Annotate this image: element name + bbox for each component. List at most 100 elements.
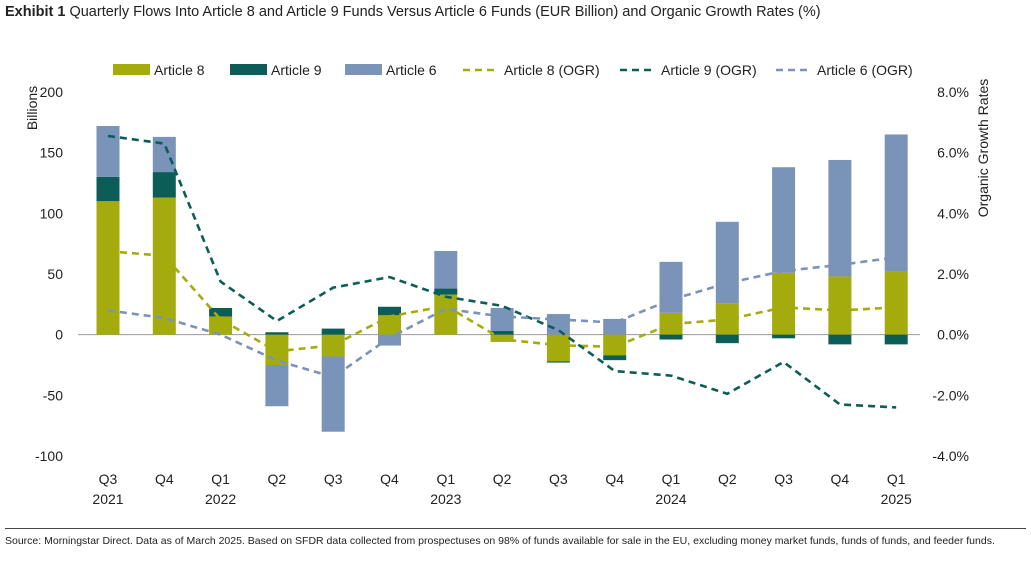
bar-article-6-10: [659, 261, 683, 313]
bar-article-9-1: [152, 172, 176, 198]
y-tick-label: -50: [43, 387, 63, 403]
bar-article-8-10: [659, 312, 683, 335]
bar-article-9-5: [378, 306, 401, 316]
x-tick-label: Q1: [211, 471, 230, 487]
chart-title-text: Quarterly Flows Into Article 8 and Artic…: [69, 4, 821, 20]
right-axis: -4.0% -2.0% 0.0% 2.0% 4.0% 6.0% 8.0%: [932, 84, 969, 464]
bar-article-8-5: [378, 315, 401, 335]
x-tick-label: Q3: [99, 471, 118, 487]
x-tick-label: Q1: [887, 471, 906, 487]
bar-article-9-0: [96, 176, 120, 202]
y2-tick-label: 6.0%: [937, 145, 969, 161]
x-tick-label: Q3: [549, 471, 568, 487]
legend: Article 8 Article 9 Article 6 Article 8 (OG…: [113, 62, 913, 78]
bar-article-9-4: [321, 328, 345, 335]
y2-tick-label: 0.0%: [937, 327, 969, 343]
bar-article-8-9: [603, 334, 627, 356]
x-year-label: 2022: [205, 491, 236, 507]
y2-tick-label: -2.0%: [932, 387, 969, 403]
bar-article-6-8: [546, 314, 570, 335]
x-tick-label: Q4: [155, 471, 174, 487]
x-tick-label: Q3: [774, 471, 793, 487]
bar-article-6-11: [715, 221, 739, 304]
bars-layer: [96, 125, 908, 432]
x-year-label: 2025: [881, 491, 912, 507]
left-axis: -100 -50 0 50 100 150 200: [35, 84, 63, 464]
bar-article-8-4: [321, 334, 345, 357]
y-tick-label: -100: [35, 448, 63, 464]
y2-axis-label: Organic Growth Rates: [975, 79, 991, 218]
bar-article-9-13: [828, 334, 852, 345]
x-tick-label: Q3: [324, 471, 343, 487]
bar-article-8-12: [772, 272, 796, 335]
bar-article-8-1: [152, 197, 176, 335]
legend-swatch-article-9: [230, 64, 267, 75]
x-tick-label: Q2: [493, 471, 512, 487]
line-article-8-ogr: [107, 249, 897, 353]
bar-article-9-6: [434, 288, 458, 295]
bar-article-9-11: [715, 334, 739, 344]
y-tick-label: 100: [40, 205, 64, 221]
x-tick-label: Q4: [605, 471, 624, 487]
line-article-9-ogr: [107, 134, 897, 409]
x-year-label: 2024: [655, 491, 686, 507]
bar-article-6-0: [96, 125, 120, 177]
x-tick-label: Q2: [718, 471, 737, 487]
x-tick-label: Q4: [380, 471, 399, 487]
bar-article-6-4: [321, 356, 345, 432]
legend-label-article-6: Article 6: [386, 62, 437, 78]
bar-article-6-5: [378, 334, 401, 346]
y-tick-label: 150: [40, 145, 64, 161]
legend-label-article-8: Article 8: [154, 62, 205, 78]
y-axis-label: Billions: [24, 86, 40, 130]
bar-article-6-6: [434, 250, 458, 289]
bar-article-8-8: [546, 334, 570, 362]
y2-tick-label: 2.0%: [937, 266, 969, 282]
bar-article-9-2: [209, 307, 233, 317]
x-tick-label: Q2: [268, 471, 287, 487]
source-divider: [5, 528, 1026, 529]
bar-article-9-7: [490, 331, 514, 335]
source-note: Source: Morningstar Direct. Data as of M…: [5, 535, 995, 547]
exhibit-label: Exhibit 1: [5, 4, 66, 20]
y2-tick-label: 4.0%: [937, 205, 969, 221]
legend-label-article-6-ogr: Article 6 (OGR): [817, 62, 913, 78]
bar-article-9-12: [772, 334, 796, 339]
bar-article-9-8: [546, 361, 570, 363]
bar-article-9-10: [659, 334, 683, 340]
line-article-6-ogr: [107, 256, 897, 379]
y2-tick-label: -4.0%: [932, 448, 969, 464]
bar-article-8-3: [265, 334, 289, 365]
bar-article-6-1: [152, 136, 176, 173]
bar-article-6-14: [884, 134, 908, 272]
bar-article-6-12: [772, 167, 796, 273]
bar-article-6-7: [490, 307, 514, 332]
legend-swatch-article-6: [345, 64, 382, 75]
legend-label-article-9-ogr: Article 9 (OGR): [661, 62, 757, 78]
bar-article-8-2: [209, 316, 233, 335]
flows-chart: -100 -50 0 50 100 150 200 -4.0% -2.0% 0.0% 2.0% 4.…: [24, 62, 991, 507]
bar-article-8-11: [715, 303, 739, 335]
y-tick-label: 200: [40, 84, 64, 100]
x-year-label: 2023: [430, 491, 461, 507]
bar-article-8-0: [96, 201, 120, 335]
y-tick-label: 50: [47, 266, 63, 282]
x-tick-label: Q4: [831, 471, 850, 487]
bar-article-8-13: [828, 276, 852, 335]
y-tick-label: 0: [55, 327, 63, 343]
legend-label-article-8-ogr: Article 8 (OGR): [504, 62, 600, 78]
y2-tick-label: 8.0%: [937, 84, 969, 100]
x-tick-label: Q1: [662, 471, 681, 487]
bar-article-6-3: [265, 365, 289, 407]
bar-article-9-9: [603, 355, 627, 361]
x-tick-label: Q1: [436, 471, 455, 487]
bar-article-6-13: [828, 159, 852, 277]
chart-title: Exhibit 1 Quarterly Flows Into Article 8…: [5, 4, 821, 20]
ogr-lines-layer: [107, 134, 897, 409]
bar-article-9-14: [884, 334, 908, 345]
bar-article-8-14: [884, 271, 908, 335]
bar-article-8-6: [434, 294, 458, 335]
legend-swatch-article-8: [113, 64, 150, 75]
x-year-label: 2021: [92, 491, 123, 507]
legend-label-article-9: Article 9: [271, 62, 322, 78]
